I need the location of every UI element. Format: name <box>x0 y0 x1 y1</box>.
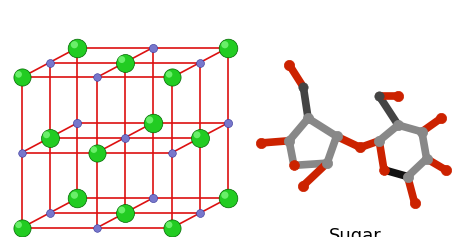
Point <box>121 136 128 140</box>
Point <box>323 161 331 165</box>
Point <box>300 85 307 89</box>
Point <box>356 146 364 149</box>
Point <box>224 196 232 200</box>
Point <box>418 130 426 134</box>
Point <box>375 139 383 143</box>
Point <box>18 226 26 230</box>
Point <box>15 223 22 227</box>
Point <box>168 76 176 79</box>
Point <box>46 61 53 64</box>
Point <box>146 118 154 122</box>
Point <box>375 94 383 98</box>
Point <box>18 76 26 79</box>
Point <box>168 151 176 155</box>
Point <box>149 196 156 200</box>
Point <box>18 151 26 155</box>
Point <box>93 151 100 155</box>
Point <box>437 116 445 120</box>
Point <box>221 193 228 197</box>
Point <box>93 76 100 79</box>
Point <box>196 211 204 215</box>
Point <box>73 121 81 125</box>
Text: Sugar: Sugar <box>329 227 382 237</box>
Point <box>300 184 307 187</box>
Point <box>193 133 201 137</box>
Point <box>442 168 449 172</box>
Point <box>73 46 81 50</box>
Point <box>46 136 53 140</box>
Point <box>73 196 81 200</box>
Point <box>90 148 98 151</box>
Point <box>165 73 173 76</box>
Point <box>224 121 232 125</box>
Point <box>285 139 293 143</box>
Point <box>118 58 126 61</box>
Point <box>149 46 156 50</box>
Point <box>46 211 53 215</box>
Point <box>380 168 388 172</box>
Point <box>196 61 204 64</box>
Point <box>93 226 100 230</box>
Point <box>304 116 312 120</box>
Point <box>290 164 298 167</box>
Point <box>43 133 50 137</box>
Point <box>394 94 402 98</box>
Point <box>221 43 228 47</box>
Point <box>118 208 126 212</box>
Point <box>149 121 156 125</box>
Point <box>168 226 176 230</box>
Point <box>15 73 22 76</box>
Point <box>71 43 78 47</box>
Point <box>285 63 293 67</box>
Point <box>196 136 204 140</box>
Point <box>404 175 411 178</box>
Point <box>71 193 78 197</box>
Point <box>121 211 128 215</box>
Point <box>394 123 402 127</box>
Point <box>423 157 430 160</box>
Point <box>121 61 128 64</box>
Point <box>224 46 232 50</box>
Point <box>411 201 419 205</box>
Point <box>257 141 264 145</box>
Point <box>333 134 340 138</box>
Point <box>165 223 173 227</box>
